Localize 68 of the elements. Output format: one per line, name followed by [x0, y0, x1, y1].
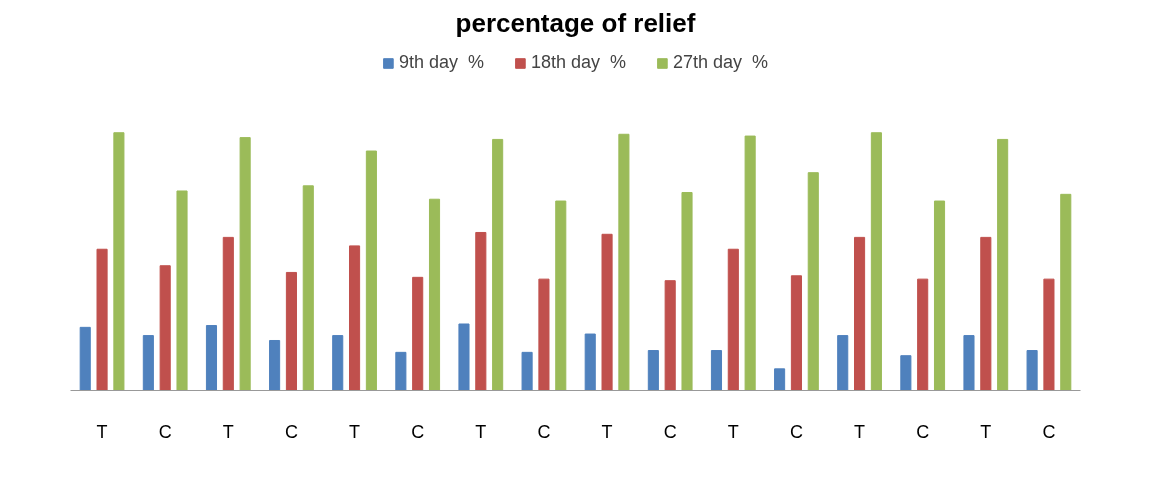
x-tick-label: C — [537, 421, 551, 442]
x-tick-label: C — [1042, 421, 1056, 442]
bar — [285, 271, 297, 391]
x-tick-label: T — [727, 421, 739, 442]
bar — [807, 172, 819, 391]
bar — [647, 350, 659, 391]
bar — [159, 265, 171, 391]
bar — [744, 135, 756, 391]
bar — [395, 351, 407, 391]
bar — [222, 236, 234, 391]
bar — [365, 150, 377, 391]
bar — [710, 350, 723, 391]
x-tick-label: T — [96, 421, 108, 442]
bar — [774, 368, 786, 391]
bar — [428, 198, 441, 391]
bar — [412, 276, 424, 391]
bar — [96, 248, 108, 391]
x-tick-label: T — [222, 421, 234, 442]
bar — [837, 335, 849, 391]
bar — [933, 200, 946, 391]
bar — [963, 335, 975, 391]
x-tick-label: C — [789, 421, 803, 442]
bar — [176, 190, 188, 391]
bar — [681, 192, 693, 391]
bar — [239, 137, 251, 391]
x-tick-label: C — [411, 421, 425, 442]
bar — [1060, 193, 1072, 391]
bar — [538, 278, 550, 391]
x-tick-label: T — [854, 421, 866, 442]
bar — [332, 335, 344, 391]
bar — [475, 231, 487, 391]
x-tick-label: T — [980, 421, 992, 442]
bar — [870, 132, 882, 391]
bar — [618, 133, 630, 391]
bar — [854, 236, 866, 391]
bar — [1043, 278, 1055, 391]
x-tick-label: C — [284, 421, 298, 442]
bar — [727, 248, 739, 391]
x-tick-label: T — [349, 421, 361, 442]
bar — [269, 339, 281, 391]
x-tick-label: C — [663, 421, 677, 442]
legend-label: 27th day % — [673, 52, 769, 73]
legend-label: 9th day % — [398, 52, 484, 73]
bar — [113, 132, 125, 391]
bar — [79, 326, 91, 391]
bar — [458, 323, 470, 391]
bar — [917, 278, 929, 391]
bar — [492, 138, 504, 391]
x-tick-label: C — [158, 421, 172, 442]
bar — [601, 233, 613, 391]
x-tick-label: T — [475, 421, 487, 442]
chart-title: percentage of relief — [455, 7, 696, 38]
x-tick-label: C — [916, 421, 930, 442]
bar — [1026, 350, 1038, 391]
bar — [980, 236, 992, 391]
bar — [790, 275, 802, 391]
x-tick-label: T — [601, 421, 613, 442]
bar — [302, 185, 314, 391]
bar — [555, 200, 567, 391]
bar — [900, 355, 912, 391]
bar — [521, 351, 533, 391]
bar — [997, 138, 1009, 391]
bar — [349, 245, 361, 391]
bar — [205, 325, 218, 391]
bar — [142, 335, 154, 391]
legend-label: 18th day % — [530, 52, 627, 73]
bar — [584, 333, 596, 391]
bar — [664, 280, 676, 391]
